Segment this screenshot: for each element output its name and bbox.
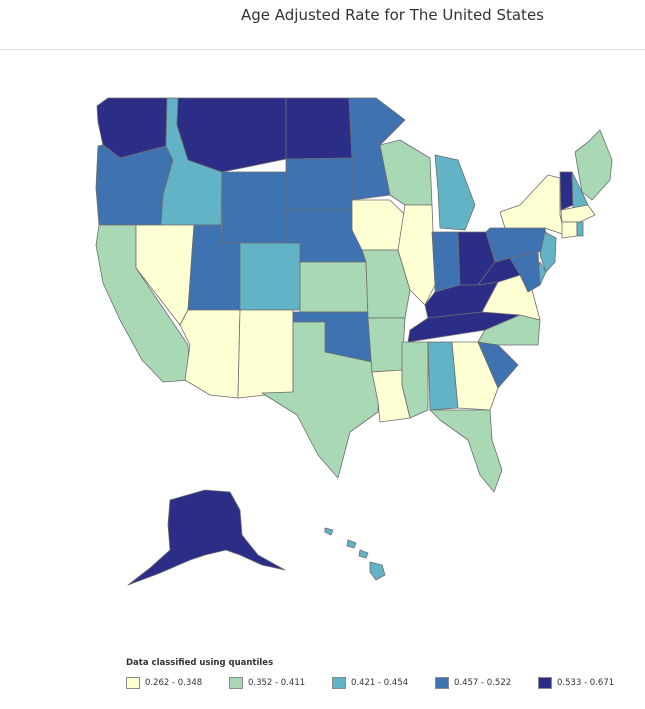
state-wyoming: Wyoming: [221, 171, 287, 244]
state-south-dakota: South Dakota: [285, 157, 353, 211]
state-arizona: Arizona: [179, 309, 241, 399]
state-connecticut: Connecticut: [561, 221, 578, 239]
legend-items: 0.262 - 0.348 0.352 - 0.411 0.421 - 0.454 0…: [126, 677, 641, 689]
state-maine: Maine: [574, 129, 613, 201]
legend-swatch: [229, 677, 243, 689]
state-vermont: Vermont: [559, 171, 574, 211]
state-rhode-island: Rhode Island: [576, 221, 584, 237]
legend-swatch: [332, 677, 346, 689]
state-new-jersey: New Jersey: [539, 231, 557, 273]
state-montana: Montana: [176, 97, 287, 173]
legend-label: 0.533 - 0.671: [557, 678, 615, 688]
state-iowa: Iowa: [351, 199, 406, 251]
legend-item: 0.262 - 0.348: [126, 677, 229, 689]
state-colorado: Colorado: [239, 242, 301, 311]
legend-label: 0.262 - 0.348: [145, 678, 203, 688]
state-georgia: Georgia: [451, 341, 499, 411]
legend-swatch: [435, 677, 449, 689]
legend-label: 0.421 - 0.454: [351, 678, 409, 688]
legend-item: 0.352 - 0.411: [229, 677, 332, 689]
state-new-york: New York: [499, 174, 566, 236]
state-arkansas: Arkansas: [367, 317, 406, 373]
state-indiana: Indiana: [431, 231, 461, 293]
state-texas: Texas: [261, 321, 381, 479]
state-alaska: Alaska: [127, 489, 286, 586]
legend-swatch: [538, 677, 552, 689]
state-maryland: Maryland: [509, 251, 541, 293]
state-mississippi: Mississippi: [401, 341, 429, 419]
page-title: Age Adjusted Rate for The United States: [241, 6, 544, 24]
legend-title: Data classified using quantiles: [126, 658, 274, 668]
state-new-mexico: New Mexico: [237, 309, 294, 399]
legend-swatch: [126, 677, 140, 689]
legend-label: 0.352 - 0.411: [248, 678, 306, 688]
state-kansas: Kansas: [299, 261, 369, 313]
title-divider: [0, 49, 645, 50]
legend-item: 0.421 - 0.454: [332, 677, 435, 689]
state-north-dakota: North Dakota: [285, 97, 353, 160]
state-massachusetts: Massachusetts: [560, 204, 596, 223]
legend-label: 0.457 - 0.522: [454, 678, 512, 688]
state-florida: Florida: [429, 409, 503, 493]
state-hawaii: Hawaii: [324, 527, 386, 581]
legend: Data classified using quantiles 0.262 - …: [126, 658, 641, 689]
legend-item: 0.457 - 0.522: [435, 677, 538, 689]
legend-item: 0.533 - 0.671: [538, 677, 641, 689]
state-michigan: Michigan: [434, 154, 476, 231]
